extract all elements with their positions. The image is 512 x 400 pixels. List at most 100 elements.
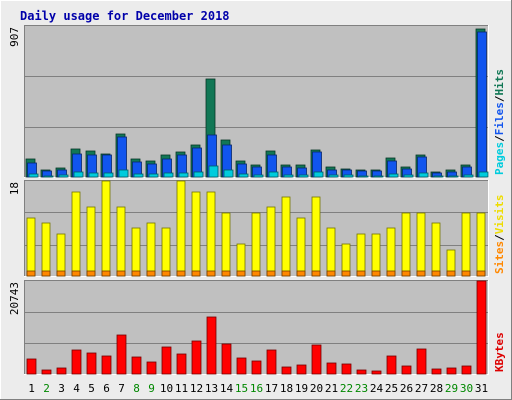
bar-sites-day-26: [401, 270, 411, 277]
tick-label-day-29: 29: [445, 382, 458, 395]
bar-sites-day-30: [461, 270, 471, 277]
bar-sites-day-17: [266, 270, 276, 277]
tick-label-day-3: 3: [58, 382, 65, 395]
tick-label-day-14: 14: [220, 382, 234, 395]
tick-label-day-5: 5: [88, 382, 95, 395]
bar-visits-day-1: [26, 217, 36, 277]
bar-kbytes-day-24: [371, 370, 382, 375]
bar-kbytes-day-17: [266, 349, 277, 375]
bar-visits-day-24: [371, 233, 381, 277]
bar-pages-day-23: [358, 175, 369, 178]
bar-visits-day-30: [461, 212, 471, 277]
bar-kbytes-day-30: [461, 365, 472, 375]
bar-visits-day-4: [71, 191, 81, 277]
bar-visits-day-2: [41, 222, 51, 277]
bar-pages-day-9: [148, 173, 159, 178]
bar-visits-day-28: [431, 222, 441, 277]
legend-sites: Sites: [493, 241, 506, 274]
tick-label-day-22: 22: [340, 382, 353, 395]
kbytes-panel: 20743 KBytes: [8, 280, 506, 375]
bar-sites-day-14: [221, 270, 231, 277]
bar-kbytes-day-27: [416, 348, 427, 375]
bar-sites-day-24: [371, 270, 381, 277]
bar-pages-day-30: [463, 174, 474, 178]
bar-pages-day-12: [193, 171, 204, 178]
legend-files: Files: [493, 102, 506, 135]
legend-pages: Pages: [493, 142, 506, 175]
bar-sites-day-19: [296, 270, 306, 277]
bar-kbytes-day-16: [251, 360, 262, 375]
bar-pages-day-2: [43, 175, 54, 178]
bar-kbytes-day-21: [326, 362, 337, 375]
tick-label-day-31: 31: [475, 382, 488, 395]
bar-kbytes-day-4: [71, 349, 82, 375]
sites-visits-panel: 18 Sites/Visits: [8, 180, 506, 277]
bar-sites-day-29: [446, 270, 456, 277]
bar-sites-day-5: [86, 270, 96, 277]
tick-label-day-20: 20: [310, 382, 323, 395]
bar-visits-day-8: [131, 227, 141, 277]
y-max-label: 20743: [8, 282, 21, 315]
bar-visits-day-21: [326, 227, 336, 277]
bar-sites-day-22: [341, 270, 351, 277]
tick-label-day-10: 10: [160, 382, 173, 395]
bar-kbytes-day-14: [221, 343, 232, 375]
bar-pages-day-21: [328, 174, 339, 178]
tick-label-day-11: 11: [175, 382, 188, 395]
tick-label-day-24: 24: [370, 382, 384, 395]
bar-kbytes-day-19: [296, 364, 307, 375]
bar-visits-day-27: [416, 212, 426, 277]
bar-pages-day-11: [178, 172, 189, 178]
bar-visits-day-7: [116, 206, 126, 277]
bar-pages-day-4: [73, 171, 84, 178]
tick-label-day-4: 4: [73, 382, 80, 395]
bar-pages-day-24: [373, 175, 384, 178]
bar-pages-day-26: [403, 174, 414, 178]
bar-kbytes-day-9: [146, 361, 157, 375]
y-max-label: 18: [8, 182, 21, 195]
tick-label-day-9: 9: [148, 382, 155, 395]
tick-label-day-23: 23: [355, 382, 368, 395]
plot-area: [24, 280, 489, 375]
bar-sites-day-9: [146, 270, 156, 277]
bar-pages-day-17: [268, 171, 279, 178]
bar-sites-day-8: [131, 270, 141, 277]
bar-sites-day-12: [191, 270, 201, 277]
chart-title: Daily usage for December 2018: [20, 9, 230, 23]
bar-kbytes-day-8: [131, 356, 142, 375]
bar-visits-day-17: [266, 206, 276, 277]
bar-kbytes-day-1: [26, 358, 37, 375]
bar-visits-day-16: [251, 212, 261, 277]
legend-separator: /: [493, 234, 506, 241]
series-axis-legend: Pages/Files/Hits: [493, 69, 506, 175]
bar-sites-day-20: [311, 270, 321, 277]
bar-visits-day-12: [191, 191, 201, 277]
bar-kbytes-day-5: [86, 352, 97, 375]
bar-kbytes-day-3: [56, 367, 67, 375]
tick-label-day-7: 7: [118, 382, 125, 395]
plot-area: [24, 25, 489, 178]
bar-visits-day-11: [176, 180, 186, 277]
bar-pages-day-1: [28, 173, 39, 178]
bar-pages-day-10: [163, 172, 174, 178]
bar-pages-day-20: [313, 171, 324, 178]
legend-kbytes: KBytes: [493, 332, 506, 372]
bar-kbytes-day-22: [341, 363, 352, 375]
bar-visits-day-10: [161, 227, 171, 277]
bar-visits-day-19: [296, 217, 306, 277]
bar-sites-day-28: [431, 270, 441, 277]
bar-kbytes-day-29: [446, 367, 457, 375]
bar-kbytes-day-26: [401, 365, 412, 375]
bar-kbytes-day-2: [41, 369, 52, 375]
tick-label-day-15: 15: [235, 382, 248, 395]
bar-sites-day-13: [206, 270, 216, 277]
bar-sites-day-27: [416, 270, 426, 277]
bar-kbytes-day-11: [176, 353, 187, 375]
tick-label-day-8: 8: [133, 382, 140, 395]
bar-files-day-31: [477, 31, 487, 178]
bar-pages-day-19: [298, 174, 309, 178]
series-axis-legend: Sites/Visits: [493, 195, 506, 275]
tick-label-day-26: 26: [400, 382, 413, 395]
tick-label-day-21: 21: [325, 382, 338, 395]
tick-label-day-2: 2: [43, 382, 50, 395]
